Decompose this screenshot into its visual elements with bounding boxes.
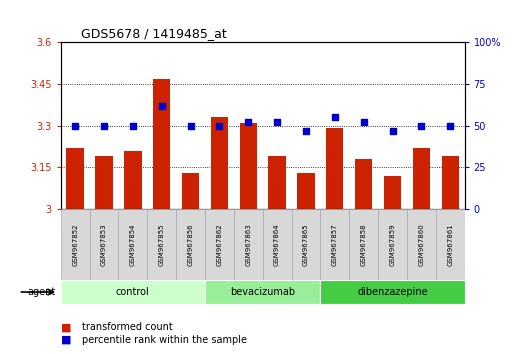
Point bbox=[157, 103, 166, 109]
Text: GSM967859: GSM967859 bbox=[390, 223, 395, 266]
Point bbox=[100, 123, 108, 129]
Text: GSM967861: GSM967861 bbox=[447, 223, 453, 266]
Bar bbox=[61, 209, 90, 280]
Bar bbox=[384, 176, 401, 209]
Text: GSM967860: GSM967860 bbox=[418, 223, 425, 266]
Bar bbox=[205, 209, 234, 280]
Bar bbox=[90, 209, 118, 280]
Text: GSM967857: GSM967857 bbox=[332, 223, 338, 266]
Text: GSM967853: GSM967853 bbox=[101, 223, 107, 266]
Text: GSM967865: GSM967865 bbox=[303, 223, 309, 266]
Bar bbox=[176, 209, 205, 280]
Bar bbox=[240, 123, 257, 209]
Point bbox=[331, 115, 339, 120]
Bar bbox=[262, 209, 291, 280]
Bar bbox=[436, 209, 465, 280]
Text: GSM967864: GSM967864 bbox=[274, 223, 280, 266]
Bar bbox=[124, 151, 142, 209]
Text: agent: agent bbox=[27, 287, 55, 297]
Point bbox=[417, 123, 426, 129]
Bar bbox=[378, 209, 407, 280]
Point bbox=[215, 123, 224, 129]
Text: transformed count: transformed count bbox=[82, 322, 173, 332]
Bar bbox=[349, 209, 378, 280]
Point bbox=[129, 123, 137, 129]
Bar bbox=[211, 118, 228, 209]
Bar bbox=[67, 148, 84, 209]
Bar bbox=[234, 209, 263, 280]
Bar bbox=[205, 280, 320, 304]
Bar bbox=[297, 173, 315, 209]
Text: GSM967854: GSM967854 bbox=[130, 223, 136, 266]
Bar bbox=[61, 280, 205, 304]
Point bbox=[446, 123, 455, 129]
Text: GSM967856: GSM967856 bbox=[187, 223, 194, 266]
Point bbox=[360, 120, 368, 125]
Bar bbox=[326, 129, 343, 209]
Bar bbox=[268, 156, 286, 209]
Text: GSM967862: GSM967862 bbox=[216, 223, 222, 266]
Text: GSM967858: GSM967858 bbox=[361, 223, 366, 266]
Bar bbox=[118, 209, 147, 280]
Text: GSM967855: GSM967855 bbox=[159, 223, 165, 266]
Bar bbox=[413, 148, 430, 209]
Bar bbox=[320, 209, 349, 280]
Point bbox=[301, 128, 310, 133]
Bar bbox=[147, 209, 176, 280]
Text: control: control bbox=[116, 287, 150, 297]
Text: percentile rank within the sample: percentile rank within the sample bbox=[82, 335, 247, 345]
Bar bbox=[96, 156, 112, 209]
Text: bevacizumab: bevacizumab bbox=[230, 287, 295, 297]
Text: ■: ■ bbox=[61, 335, 71, 345]
Point bbox=[388, 128, 397, 133]
Text: ■: ■ bbox=[61, 322, 71, 332]
Point bbox=[244, 120, 252, 125]
Text: GSM967852: GSM967852 bbox=[72, 223, 78, 266]
Bar bbox=[182, 173, 199, 209]
Bar bbox=[355, 159, 372, 209]
Bar bbox=[441, 156, 459, 209]
Bar bbox=[407, 209, 436, 280]
Text: dibenzazepine: dibenzazepine bbox=[357, 287, 428, 297]
Text: GSM967863: GSM967863 bbox=[245, 223, 251, 266]
Text: GDS5678 / 1419485_at: GDS5678 / 1419485_at bbox=[81, 27, 227, 40]
Bar bbox=[320, 280, 465, 304]
Bar bbox=[291, 209, 320, 280]
Point bbox=[186, 123, 195, 129]
Bar bbox=[153, 79, 171, 209]
Point bbox=[273, 120, 281, 125]
Point bbox=[71, 123, 79, 129]
